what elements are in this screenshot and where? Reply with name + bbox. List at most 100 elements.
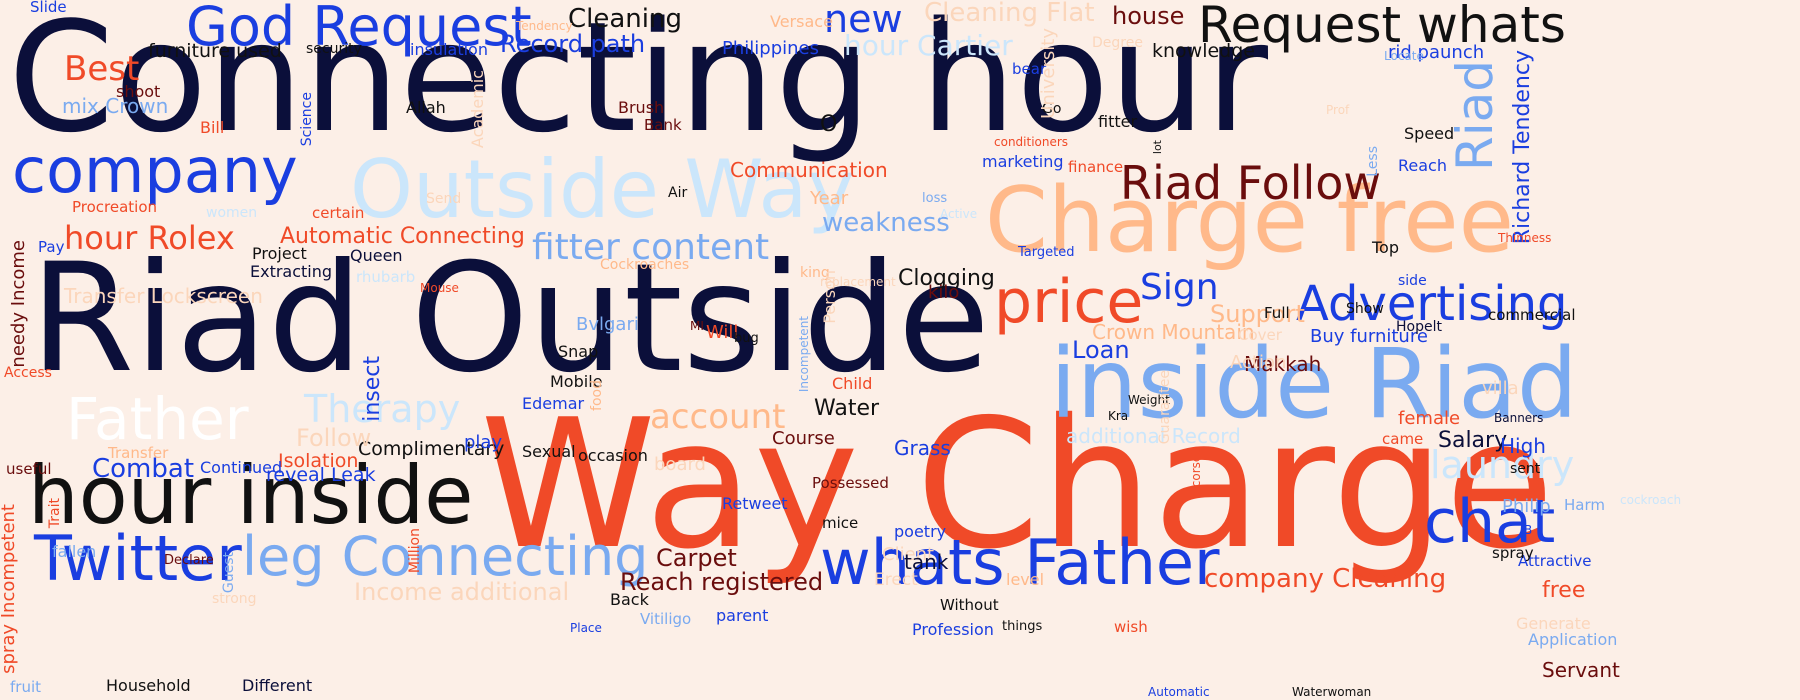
word-back: Back: [610, 590, 649, 609]
word-father: Father: [66, 385, 249, 453]
word-crown-mountain: Crown Mountain: [1092, 320, 1255, 344]
word-fruit: fruit: [10, 678, 42, 696]
word-guest: Guest: [221, 552, 237, 594]
word-price: price: [994, 267, 1144, 337]
word-spray: spray: [1492, 544, 1534, 562]
word-reach: Reach: [1398, 156, 1447, 175]
word-board: board: [654, 454, 706, 475]
word-reveal-leak: reveal Leak: [266, 464, 376, 486]
word-less: Less: [1365, 146, 1381, 177]
word-record-path: Record path: [500, 30, 646, 58]
word-million: Million: [407, 528, 423, 574]
word-edemar: Edemar: [522, 394, 585, 413]
word-inside-riad: inside Riad: [1050, 328, 1578, 440]
word-riad: Riad: [1446, 60, 1504, 172]
word-harm: Harm: [1564, 496, 1605, 514]
word-brush: Brush: [618, 98, 665, 117]
word-new: new: [824, 0, 903, 41]
word-wish: wish: [1114, 618, 1148, 636]
word-university: University: [1038, 28, 1059, 119]
word-laundry: laundry: [1430, 443, 1575, 487]
word-sexual: Sexual: [522, 442, 576, 461]
word-hopelt: Hopelt: [1396, 319, 1442, 335]
word-bvlgari: Bvlgari: [576, 314, 639, 335]
word-female: female: [1398, 408, 1461, 429]
word-pay: Pay: [38, 238, 65, 256]
word-vitiligo: Vitiligo: [640, 610, 692, 628]
word-tendency: Tendency: [516, 19, 573, 33]
word-degree: Degree: [1092, 35, 1143, 51]
word-free: free: [1542, 578, 1586, 603]
word-buy-furniture: Buy furniture: [1310, 326, 1428, 347]
word-support: Support: [1210, 300, 1305, 328]
word-academic: Academic: [468, 70, 487, 149]
word-cleaning: Cleaning: [568, 4, 682, 34]
word-therapy: Therapy: [304, 387, 461, 431]
word-commercial: commercial: [1488, 306, 1576, 324]
word-different: Different: [242, 676, 313, 695]
word-fitter-content: fitter content: [532, 227, 770, 268]
word-furniture-used: furniture used: [148, 40, 282, 62]
word-procreation: Procreation: [72, 198, 158, 216]
word-clogging: Clogging: [898, 266, 995, 291]
word-mouse: Mouse: [420, 281, 459, 295]
word-mi: MI: [690, 319, 704, 333]
word-play: play: [464, 432, 503, 453]
word-income-additional: Income additional: [354, 578, 570, 606]
word-weakness: weakness: [822, 208, 950, 238]
word-corset: corset: [1189, 450, 1203, 488]
word-insect: insect: [360, 356, 385, 422]
word-continued: Continued: [200, 458, 283, 477]
word-cleaning-flat: Cleaning Flat: [924, 0, 1095, 28]
word-finance: finance: [1068, 158, 1124, 176]
word-automatic-connecting: Automatic Connecting: [280, 224, 525, 249]
word-year: Year: [810, 188, 849, 209]
word-food: food: [589, 380, 605, 411]
word-snap: Snap: [558, 342, 599, 361]
word-mobile: Mobile: [550, 372, 603, 391]
word-targeted: Targeted: [1018, 245, 1075, 260]
word-leg-connecting: leg Connecting: [242, 525, 649, 588]
word-without: Without: [940, 596, 999, 614]
word-bear: bear: [1012, 60, 1047, 78]
word-bug: bug: [734, 331, 759, 346]
word-incompetent: Incompetent: [797, 316, 811, 393]
word-hour-rolex: hour Rolex: [64, 219, 235, 257]
word-shoot: shoot: [116, 82, 161, 101]
word-sent: sent: [1510, 461, 1541, 477]
word-riad-follow: Riad Follow: [1120, 156, 1382, 210]
word-request-whats: Request whats: [1198, 0, 1566, 54]
word-access: Access: [4, 365, 52, 381]
word-tank: tank: [904, 550, 949, 574]
word-lot: lot: [1151, 140, 1164, 155]
word-grass: Grass: [894, 436, 951, 460]
word-profession: Profession: [912, 620, 994, 639]
word-fitter: fitter: [1098, 112, 1138, 131]
word-place: Place: [570, 621, 602, 635]
word-go: Go: [1042, 101, 1062, 117]
word-trait: Trait: [47, 498, 63, 529]
word-application: Application: [1528, 630, 1618, 649]
word-company: company: [12, 134, 298, 207]
word-advertising: Advertising: [1296, 276, 1568, 332]
word-hour-cartier: hour Cartier: [844, 29, 1013, 62]
word-god-request: God Request: [186, 0, 532, 58]
word-science: Science: [299, 92, 315, 147]
word-rid-paunch: rid paunch: [1388, 42, 1485, 63]
word-spray-incompetent: spray Incompetent: [0, 504, 19, 674]
word-house: house: [1112, 2, 1185, 30]
word-o: O: [820, 112, 838, 137]
word-complimentary: Complimentary: [358, 438, 505, 460]
word-poetry: poetry: [894, 522, 947, 541]
word-account: account: [650, 397, 786, 437]
word-generate: Generate: [1516, 614, 1591, 633]
word-possessed: Possessed: [812, 474, 889, 492]
word-fallen: fallen: [52, 542, 97, 561]
word-side: side: [1398, 273, 1427, 289]
word-needy-income: needy Income: [8, 240, 29, 368]
word-show: Show: [1346, 301, 1384, 317]
word-kra: Kra: [1108, 409, 1129, 423]
word-top: Top: [1372, 238, 1399, 257]
word-prof: Prof: [1326, 103, 1350, 117]
word-chat: chat: [1424, 487, 1556, 557]
